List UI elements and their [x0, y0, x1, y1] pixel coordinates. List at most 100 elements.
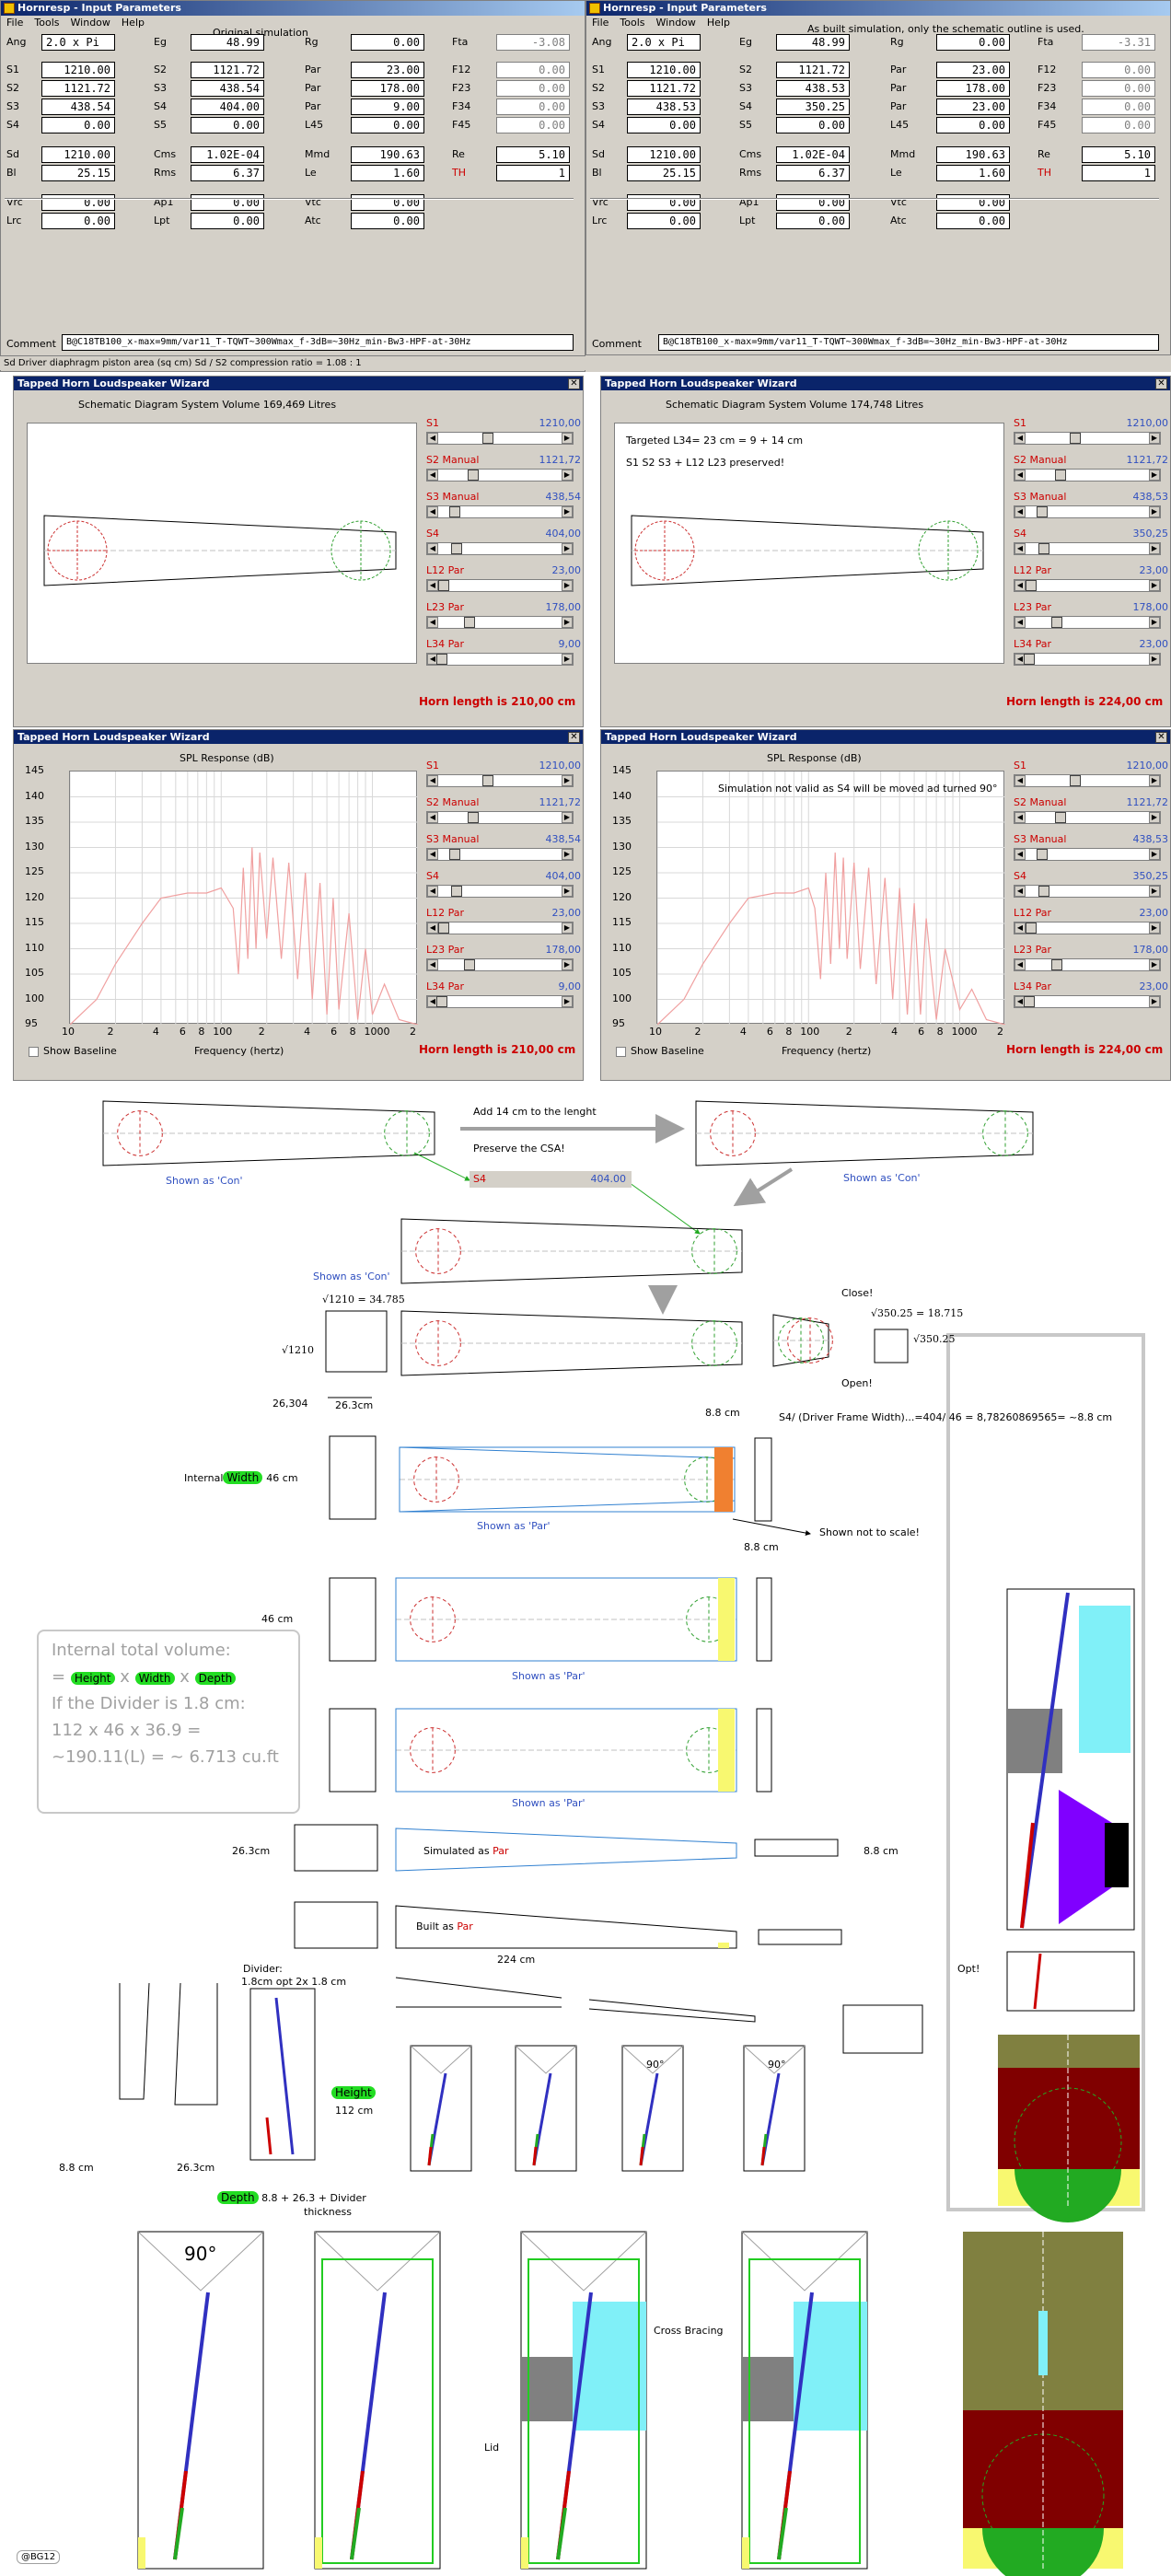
- slider-right-arrow-icon[interactable]: ▶: [1149, 959, 1160, 970]
- slider-thumb[interactable]: [449, 849, 460, 860]
- menu-help[interactable]: Help: [121, 17, 145, 29]
- slider-left-arrow-icon[interactable]: ◀: [427, 849, 438, 860]
- left-field-vrc[interactable]: 0.00: [41, 194, 115, 211]
- slider-right-arrow-icon[interactable]: ▶: [1149, 775, 1160, 786]
- right-field-lpt[interactable]: 0.00: [776, 213, 850, 229]
- slider-right-arrow-icon[interactable]: ▶: [1149, 654, 1160, 665]
- left-schem-slider-3[interactable]: ◀ ▶: [426, 542, 574, 555]
- right-schem-slider-5[interactable]: ◀ ▶: [1014, 616, 1161, 629]
- slider-thumb[interactable]: [451, 886, 462, 897]
- slider-thumb[interactable]: [438, 922, 449, 934]
- right-window-titlebar[interactable]: Hornresp - Input Parameters: [586, 1, 1170, 16]
- left-field-s1[interactable]: 1210.00: [41, 62, 115, 78]
- left-field-s3b[interactable]: 404.00: [191, 99, 264, 115]
- left-spl-slider-0[interactable]: ◀ ▶: [426, 774, 574, 787]
- right-spl-slider-4[interactable]: ◀ ▶: [1014, 922, 1161, 934]
- right-field-s3b[interactable]: 350.25: [776, 99, 850, 115]
- left-spl-slider-1[interactable]: ◀ ▶: [426, 811, 574, 824]
- menu-tools-2[interactable]: Tools: [620, 17, 645, 29]
- menu-file-2[interactable]: File: [592, 17, 609, 29]
- slider-left-arrow-icon[interactable]: ◀: [1014, 543, 1026, 554]
- menu-window[interactable]: Window: [70, 17, 110, 29]
- right-field-f12[interactable]: 0.00: [1082, 62, 1155, 78]
- close-icon[interactable]: ✕: [568, 732, 580, 743]
- left-field-s5[interactable]: 0.00: [191, 117, 264, 133]
- slider-right-arrow-icon[interactable]: ▶: [1149, 543, 1160, 554]
- slider-thumb[interactable]: [1026, 922, 1037, 934]
- right-field-s3[interactable]: 438.53: [627, 99, 701, 115]
- right-field-f23[interactable]: 0.00: [1082, 80, 1155, 97]
- right-field-ap1[interactable]: 0.00: [776, 194, 850, 211]
- slider-thumb[interactable]: [1037, 849, 1048, 860]
- left-field-s2b[interactable]: 438.54: [191, 80, 264, 97]
- right-field-th[interactable]: 1: [1082, 165, 1155, 181]
- slider-left-arrow-icon[interactable]: ◀: [427, 470, 438, 481]
- right-field-par3[interactable]: 23.00: [936, 99, 1010, 115]
- slider-left-arrow-icon[interactable]: ◀: [1014, 849, 1026, 860]
- left-spl-slider-2[interactable]: ◀ ▶: [426, 848, 574, 861]
- left-field-lrc[interactable]: 0.00: [41, 213, 115, 229]
- right-spl-slider-1[interactable]: ◀ ▶: [1014, 811, 1161, 824]
- slider-thumb[interactable]: [1070, 433, 1081, 444]
- slider-right-arrow-icon[interactable]: ▶: [1149, 470, 1160, 481]
- slider-thumb[interactable]: [1024, 996, 1035, 1007]
- show-baseline-checkbox[interactable]: [616, 1047, 626, 1057]
- close-icon[interactable]: ✕: [1155, 732, 1167, 743]
- slider-thumb[interactable]: [464, 959, 475, 970]
- slider-left-arrow-icon[interactable]: ◀: [1014, 506, 1026, 517]
- right-field-par1[interactable]: 23.00: [936, 62, 1010, 78]
- left-field-f12[interactable]: 0.00: [496, 62, 570, 78]
- right-field-atc[interactable]: 0.00: [936, 213, 1010, 229]
- right-spl-slider-2[interactable]: ◀ ▶: [1014, 848, 1161, 861]
- slider-left-arrow-icon[interactable]: ◀: [1014, 959, 1026, 970]
- slider-thumb[interactable]: [482, 433, 493, 444]
- slider-thumb[interactable]: [1070, 775, 1081, 786]
- slider-thumb[interactable]: [449, 506, 460, 517]
- right-spl-slider-6[interactable]: ◀ ▶: [1014, 995, 1161, 1008]
- slider-thumb[interactable]: [482, 775, 493, 786]
- slider-left-arrow-icon[interactable]: ◀: [1014, 433, 1026, 444]
- left-field-l45[interactable]: 0.00: [351, 117, 424, 133]
- right-schem-slider-0[interactable]: ◀ ▶: [1014, 432, 1161, 445]
- slider-left-arrow-icon[interactable]: ◀: [427, 922, 438, 934]
- slider-left-arrow-icon[interactable]: ◀: [427, 543, 438, 554]
- right-field-re[interactable]: 5.10: [1082, 146, 1155, 163]
- right-field-par2[interactable]: 178.00: [936, 80, 1010, 97]
- slider-right-arrow-icon[interactable]: ▶: [562, 812, 573, 823]
- right-field-s4[interactable]: 0.00: [627, 117, 701, 133]
- slider-left-arrow-icon[interactable]: ◀: [427, 617, 438, 628]
- slider-left-arrow-icon[interactable]: ◀: [1014, 617, 1026, 628]
- slider-right-arrow-icon[interactable]: ▶: [562, 617, 573, 628]
- left-spl-slider-3[interactable]: ◀ ▶: [426, 885, 574, 898]
- slider-thumb[interactable]: [438, 580, 449, 591]
- slider-thumb[interactable]: [1038, 543, 1049, 554]
- right-field-ang[interactable]: 2.0 x Pi: [627, 34, 701, 51]
- right-field-le[interactable]: 1.60: [936, 165, 1010, 181]
- slider-right-arrow-icon[interactable]: ▶: [562, 470, 573, 481]
- left-schem-slider-0[interactable]: ◀ ▶: [426, 432, 574, 445]
- left-field-re[interactable]: 5.10: [496, 146, 570, 163]
- slider-thumb[interactable]: [436, 654, 447, 665]
- left-field-bl[interactable]: 25.15: [41, 165, 115, 181]
- slider-thumb[interactable]: [1037, 506, 1048, 517]
- left-field-vtc[interactable]: 0.00: [351, 194, 424, 211]
- left-field-le[interactable]: 1.60: [351, 165, 424, 181]
- slider-right-arrow-icon[interactable]: ▶: [1149, 922, 1160, 934]
- slider-thumb[interactable]: [1051, 617, 1062, 628]
- right-schem-slider-6[interactable]: ◀ ▶: [1014, 653, 1161, 666]
- slider-left-arrow-icon[interactable]: ◀: [1014, 922, 1026, 934]
- slider-left-arrow-icon[interactable]: ◀: [427, 959, 438, 970]
- menu-file[interactable]: File: [6, 17, 24, 29]
- slider-thumb[interactable]: [1024, 654, 1035, 665]
- close-icon[interactable]: ✕: [568, 378, 580, 389]
- slider-thumb[interactable]: [1051, 959, 1062, 970]
- left-schem-slider-1[interactable]: ◀ ▶: [426, 469, 574, 482]
- slider-thumb[interactable]: [468, 812, 479, 823]
- slider-left-arrow-icon[interactable]: ◀: [427, 433, 438, 444]
- right-field-l45[interactable]: 0.00: [936, 117, 1010, 133]
- right-field-s2b[interactable]: 438.53: [776, 80, 850, 97]
- right-field-cms[interactable]: 1.02E-04: [776, 146, 850, 163]
- slider-left-arrow-icon[interactable]: ◀: [1014, 470, 1026, 481]
- left-field-f23[interactable]: 0.00: [496, 80, 570, 97]
- left-field-rms[interactable]: 6.37: [191, 165, 264, 181]
